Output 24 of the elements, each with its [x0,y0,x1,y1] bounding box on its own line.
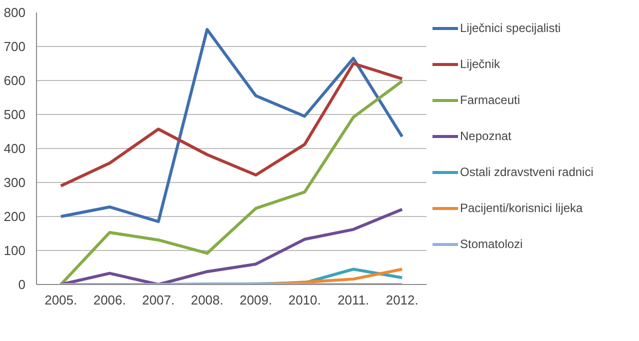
x-tick-label: 2012. [386,292,418,308]
legend-label: Liječnici specijalisti [460,21,561,35]
x-tick-label: 2010. [288,292,321,308]
x-tick-label: 2006. [93,292,126,308]
legend-label: Liječnik [460,57,500,71]
y-tick-label: 800 [4,5,26,20]
y-tick-label: 200 [4,209,26,224]
y-tick-label: 600 [4,73,26,88]
x-tick-label: 2005. [44,292,78,308]
x-tick-label: 2011. [338,292,370,308]
x-tick-label: 2009. [240,292,272,308]
legend-label: Stomatolozi [460,237,523,251]
x-tick-label: 2007. [142,292,175,308]
y-tick-label: 0 [18,277,26,292]
y-tick-label: 400 [4,141,26,156]
legend-label: Nepoznat [460,129,512,143]
y-tick-label: 100 [4,243,26,258]
x-tick-label: 2008. [190,292,224,308]
legend-label: Ostali zdravstveni radnici [460,165,594,179]
y-tick-label: 500 [4,107,26,122]
legend-label: Farmaceuti [460,93,520,107]
legend-label: Pacijenti/korisnici lijeka [460,201,583,215]
y-tick-label: 300 [4,175,26,190]
y-tick-label: 700 [4,39,26,54]
